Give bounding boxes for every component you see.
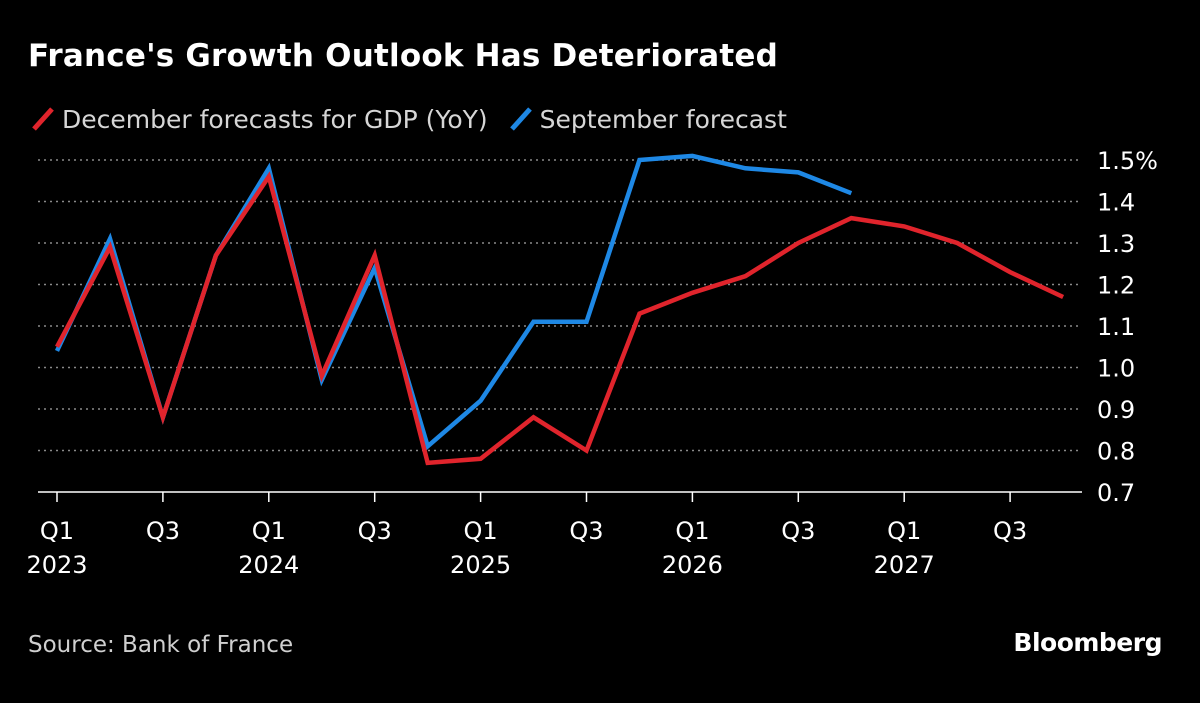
x-year-label: 2027 <box>874 551 935 579</box>
x-tick-label: Q3 <box>781 517 815 545</box>
x-tick-label: Q1 <box>887 517 921 545</box>
source-note: Source: Bank of France <box>28 632 294 658</box>
chart-legend: December forecasts for GDP (YoY) Septemb… <box>28 104 805 134</box>
y-tick-label: 0.9 <box>1097 396 1135 424</box>
legend-label-december: December forecasts for GDP (YoY) <box>62 104 488 134</box>
x-year-label: 2026 <box>662 551 723 579</box>
legend-label-september: September forecast <box>539 104 787 134</box>
x-tick-label: Q1 <box>675 517 709 545</box>
y-tick-label: 1.5% <box>1097 147 1158 175</box>
x-tick-label: Q3 <box>569 517 603 545</box>
x-tick-label: Q3 <box>358 517 392 545</box>
x-tick-label: Q3 <box>993 517 1027 545</box>
legend-item-december: December forecasts for GDP (YoY) <box>28 104 488 134</box>
y-tick-label: 1.4 <box>1097 189 1135 217</box>
y-tick-label: 1.1 <box>1097 313 1135 341</box>
y-tick-label: 1.2 <box>1097 272 1135 300</box>
series-line-september <box>54 153 853 451</box>
x-year-label: 2025 <box>450 551 511 579</box>
y-tick-label: 1.0 <box>1097 355 1135 383</box>
legend-swatch-september <box>509 107 532 131</box>
legend-swatch-december <box>32 107 54 131</box>
x-tick-label: Q1 <box>40 517 74 545</box>
x-tick-label: Q1 <box>464 517 498 545</box>
x-year-label: 2024 <box>238 551 299 579</box>
y-tick-label: 1.3 <box>1097 230 1135 258</box>
y-tick-label: 0.7 <box>1097 479 1135 507</box>
bloomberg-logo: Bloomberg <box>1013 628 1162 657</box>
y-tick-label: 0.8 <box>1097 438 1135 466</box>
x-tick-label: Q1 <box>252 517 286 545</box>
legend-item-september: September forecast <box>506 104 787 134</box>
x-year-label: 2023 <box>26 551 87 579</box>
chart-title: France's Growth Outlook Has Deteriorated <box>28 38 778 74</box>
x-tick-label: Q3 <box>146 517 180 545</box>
series-line-december <box>55 171 1065 466</box>
